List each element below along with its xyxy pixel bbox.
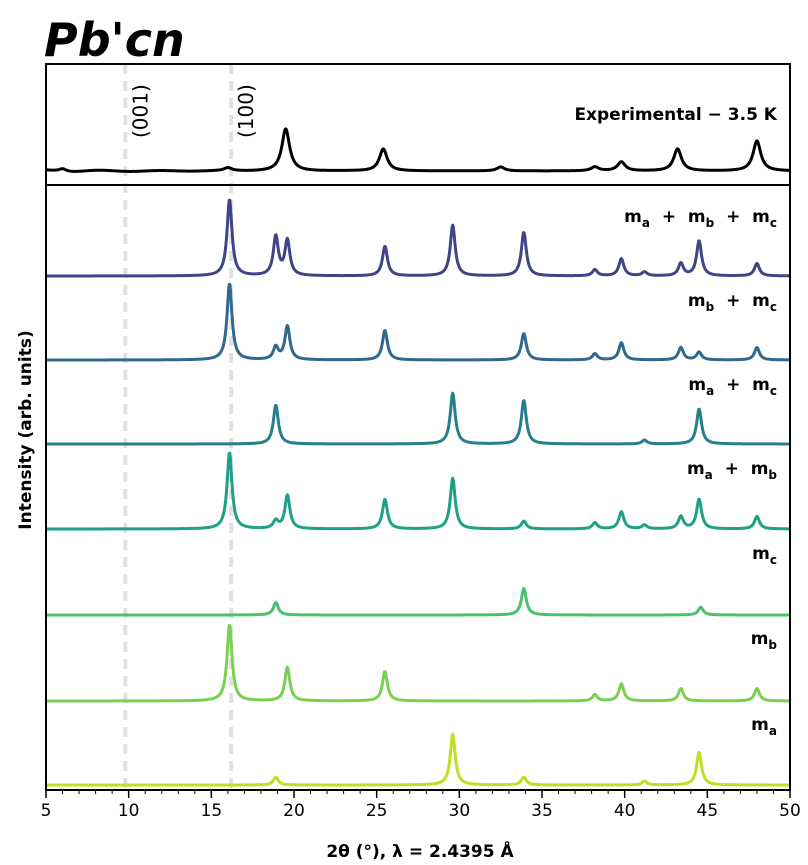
series-label-1: mb​ + mc​ (688, 291, 777, 314)
series-label-2: ma​ + mc​ (688, 375, 777, 398)
series-label-5: mb​ (751, 629, 778, 652)
x-tick-label-5: 30 (449, 801, 471, 821)
experimental-label: Experimental − 3.5 K (574, 105, 777, 125)
x-tick-label-7: 40 (614, 801, 636, 821)
x-tick-label-3: 20 (283, 801, 305, 821)
experimental-curve (45, 127, 791, 173)
x-tick-label-0: 5 (41, 801, 52, 821)
reference-label-1: (100) (234, 84, 258, 138)
series-label-4: mc​ (752, 544, 777, 567)
series-label-6: ma​ (751, 715, 777, 738)
reference-label-0: (001) (128, 84, 152, 138)
series-curve-2 (45, 391, 791, 446)
plot-frame (45, 63, 791, 791)
plot-area: (001) (100) Experimental − 3.5 K ma​ + mb​ … (41, 63, 801, 821)
series-curve-5 (45, 623, 791, 703)
series-curve-3 (45, 451, 791, 531)
series-curve-4 (45, 587, 791, 617)
y-axis-label: Intensity (arb. units) (16, 330, 36, 529)
x-tick-label-2: 15 (201, 801, 223, 821)
series-label-0: ma​ + mb​ + mc​ (624, 207, 777, 230)
series-curve-1 (45, 282, 791, 362)
x-tick-label-4: 25 (366, 801, 388, 821)
series-curve-0 (45, 198, 791, 278)
x-axis-label: 2θ (°), λ = 2.4395 Å (326, 839, 514, 862)
x-tick-label-8: 45 (697, 801, 719, 821)
x-tick-label-6: 35 (531, 801, 553, 821)
series-label-3: ma​ + mb​ (687, 459, 777, 482)
series-curve-6 (45, 732, 791, 787)
x-tick-label-1: 10 (118, 801, 140, 821)
chart-title: Pb'cn (44, 13, 185, 67)
x-tick-label-9: 50 (779, 801, 801, 821)
